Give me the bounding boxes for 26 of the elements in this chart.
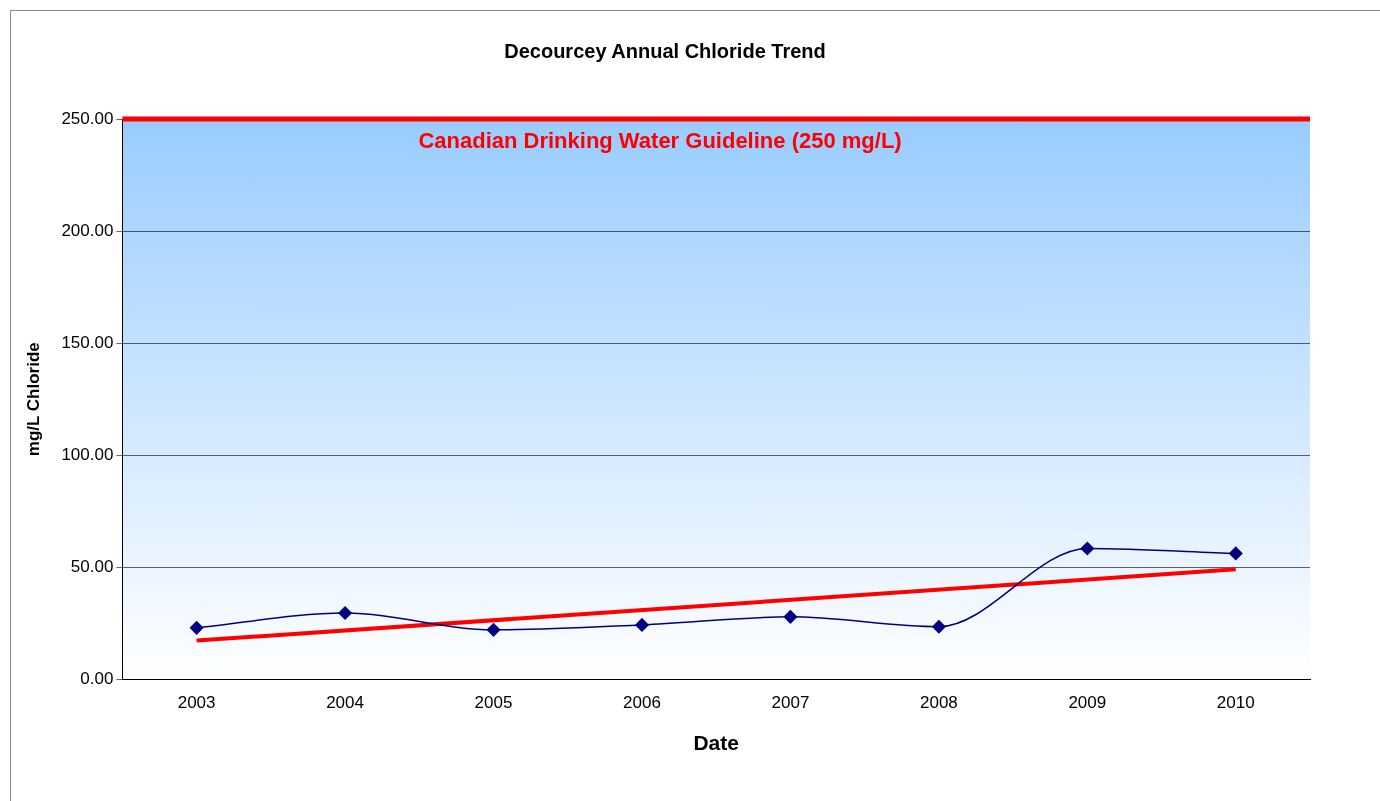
y-tick-label: 100.00 [61,444,114,464]
point [932,619,946,634]
point [1080,541,1095,556]
x-tick-label: 2008 [919,693,958,713]
y-tick-label: 0.00 [80,669,114,689]
x-tick-label: 2004 [326,693,364,713]
y-tick-label: 250.00 [61,108,114,128]
y-tick-label: 150.00 [61,332,114,352]
point [1229,546,1243,561]
x-tick-label: 2007 [771,693,810,713]
x-tick-label: 2009 [1068,693,1107,713]
point [635,618,649,632]
point [338,606,352,620]
y-tick-label: 50.00 [70,557,114,577]
point [189,621,204,635]
x-tick-label: 2006 [623,693,661,713]
x-axis-title: Date [693,731,739,755]
y-axis-title: mg/L Chloride [23,342,43,457]
point [486,623,501,637]
ref-line-label: Canadian Drinking Water Guideline (250 mg/L) [418,128,902,154]
chart-title: Decourcey Annual Chloride Trend [504,39,826,62]
x-tick-label: 2010 [1216,693,1255,713]
x-tick-label: 2005 [474,693,513,713]
y-tick-label: 200.00 [61,220,114,240]
point [783,610,798,624]
x-tick-label: 2003 [177,693,216,713]
